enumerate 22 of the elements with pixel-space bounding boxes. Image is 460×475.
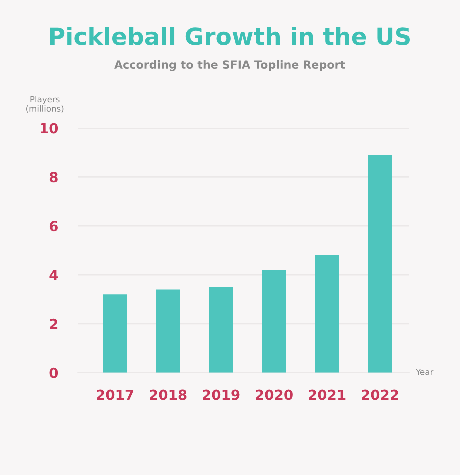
x-axis-title: Year [416, 369, 434, 376]
y-tick-label: 6 [50, 221, 58, 232]
y-tick-label: 4 [50, 270, 58, 280]
x-tick-label: 2022 [362, 390, 398, 400]
y-axis-title: Players (millions) [26, 96, 64, 113]
bar [368, 155, 392, 373]
bar [103, 294, 128, 373]
chart-subtitle: According to the SFIA Topline Report [114, 60, 346, 72]
x-tick-label: 2021 [309, 390, 346, 400]
x-tick-label: 2018 [150, 390, 187, 400]
y-tick-label: 2 [50, 318, 58, 330]
y-tick-label: 8 [50, 172, 58, 183]
bar [209, 287, 234, 373]
bar [156, 290, 180, 373]
bar [262, 270, 286, 373]
bar [315, 255, 340, 373]
chart-title: Pickleball Growth in the US [50, 27, 410, 46]
x-tick-label: 2017 [97, 390, 134, 400]
y-tick-label: 0 [50, 368, 58, 378]
x-tick-label: 2019 [203, 390, 240, 400]
y-tick-label: 10 [40, 123, 58, 134]
x-tick-label: 2020 [256, 390, 293, 400]
